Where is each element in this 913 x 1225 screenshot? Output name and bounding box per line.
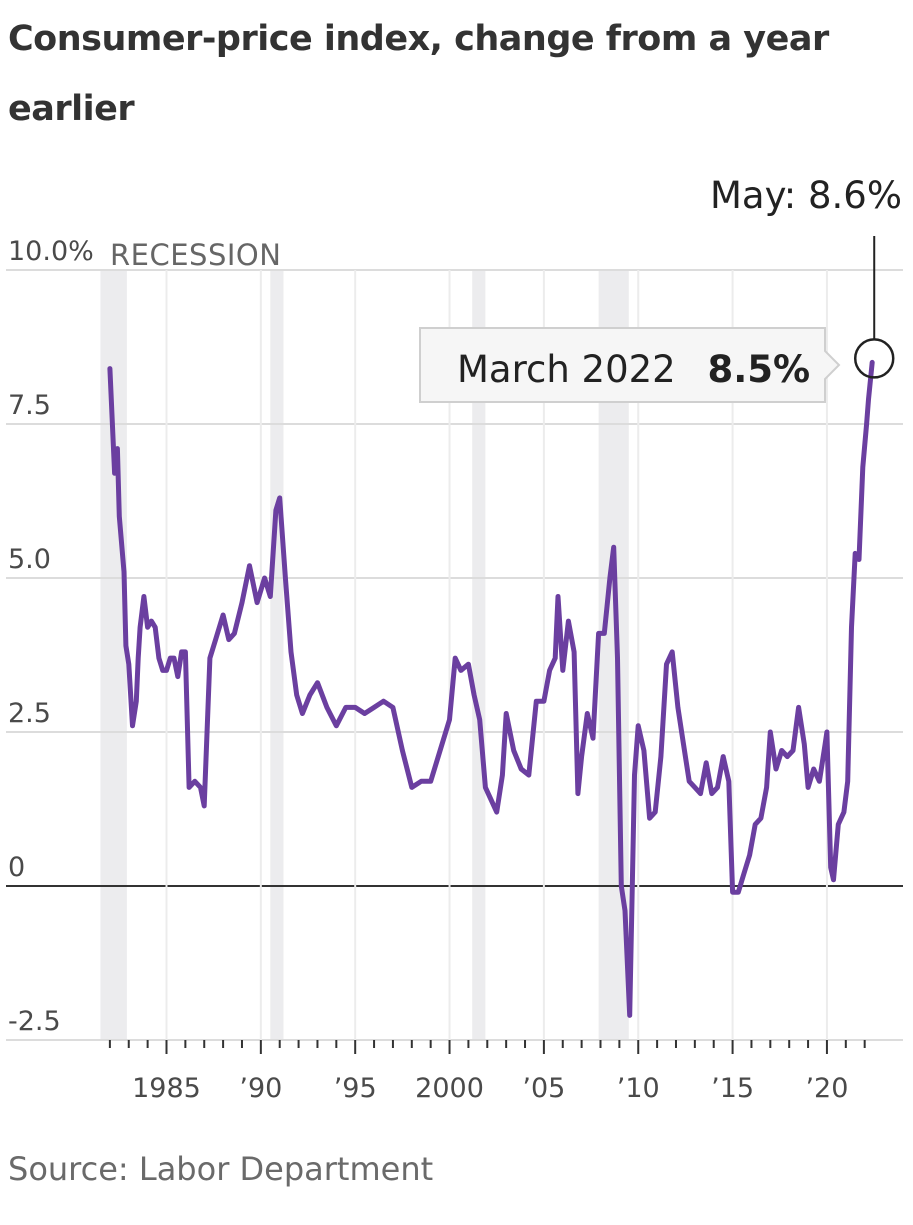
x-tick-label: ’90	[239, 1073, 282, 1104]
y-tick-label: 10.0%	[8, 236, 94, 267]
source-note: Source: Labor Department	[8, 1150, 434, 1188]
annotations: May: 8.6% March 2022 8.5%	[419, 174, 902, 403]
y-tick-label: 0	[8, 852, 25, 883]
recession-legend-label: RECESSION	[110, 238, 281, 272]
recession-band-0	[100, 270, 127, 1040]
x-tick-label: 2000	[415, 1073, 484, 1104]
recession-band-2	[472, 270, 486, 1040]
y-tick-label: 7.5	[8, 390, 51, 421]
y-axis-labels: 10.0% 7.5 5.0 2.5 0 -2.5	[8, 236, 94, 1037]
x-tick-label: 1985	[132, 1073, 201, 1104]
x-tick-label: ’20	[805, 1073, 848, 1104]
tooltip-label: March 2022 8.5%	[457, 348, 810, 391]
may-callout-label: May: 8.6%	[710, 174, 902, 217]
recession-band-1	[270, 270, 284, 1040]
tooltip-value: 8.5%	[707, 348, 810, 391]
tooltip-box	[419, 327, 841, 403]
y-tick-label: 5.0	[8, 544, 51, 575]
x-axis: 1985 ’90 ’95 2000 ’05 ’10 ’15 ’20	[108, 1040, 866, 1104]
x-tick-label: ’15	[711, 1073, 754, 1104]
x-tick-label: ’10	[617, 1073, 660, 1104]
may-callout-circle	[853, 338, 895, 379]
x-tick-label: ’95	[334, 1073, 377, 1104]
tooltip-date: March 2022	[457, 348, 676, 391]
x-tick-label: ’05	[522, 1073, 565, 1104]
y-tick-label: 2.5	[8, 698, 51, 729]
series-line-cpi	[107, 359, 875, 1018]
y-tick-label: -2.5	[8, 1006, 61, 1037]
chart-title: Consumer-price index, change from a year…	[8, 19, 829, 129]
